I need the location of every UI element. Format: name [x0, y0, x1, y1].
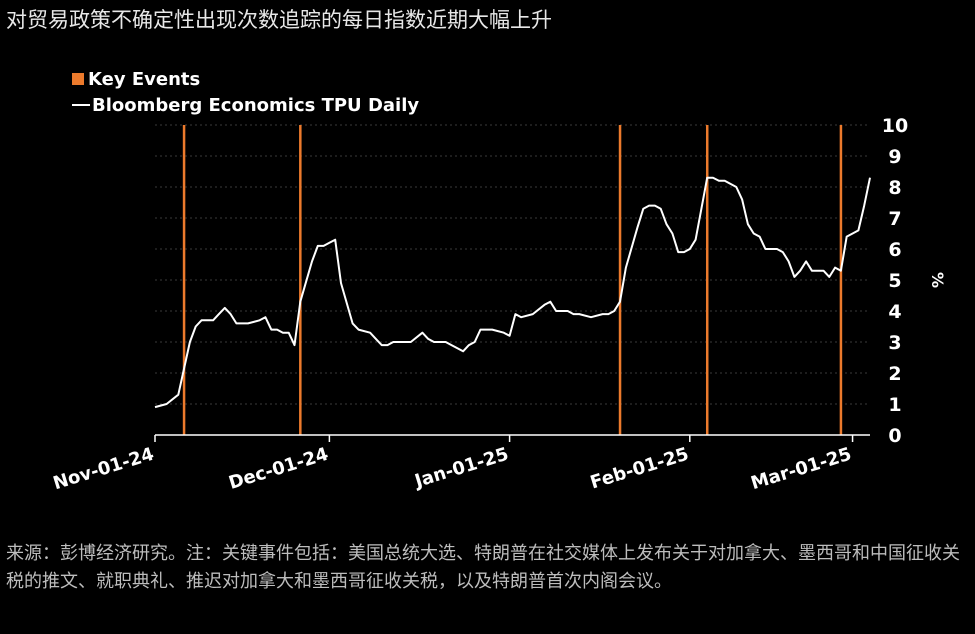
y-tick-label-2: 2 [888, 363, 901, 385]
x-tick-label-3: Jan-01-25 [411, 444, 512, 493]
x-tick-label-4: Feb-01-25 [588, 444, 691, 494]
x-tick-label-1: Nov-01-24 [51, 444, 157, 495]
y-axis-label: % [928, 272, 947, 288]
legend-item-key-events: Key Events [72, 66, 419, 92]
y-tick-label-5: 5 [888, 270, 901, 292]
legend-swatch-tpu-daily [72, 104, 90, 106]
legend-item-tpu-daily: Bloomberg Economics TPU Daily [72, 92, 419, 118]
y-axis-ticks: 0 1 2 3 4 5 6 7 8 9 10 [882, 115, 908, 447]
gridlines [155, 124, 870, 405]
legend-swatch-key-events [72, 73, 84, 85]
legend: Key Events Bloomberg Economics TPU Daily [72, 66, 419, 118]
y-tick-label-3: 3 [888, 332, 901, 354]
chart-title: 对贸易政策不确定性出现次数追踪的每日指数近期大幅上升 [6, 8, 552, 32]
y-tick-label-7: 7 [888, 208, 901, 230]
x-tick-label-2: Dec-01-24 [226, 444, 331, 494]
x-axis-ticks: Nov-01-24 Dec-01-24 Jan-01-25 Feb-01-25 Mar-… [51, 435, 854, 494]
y-tick-label-10: 10 [882, 115, 908, 137]
source-note: 来源：彭博经济研究。注：关键事件包括：美国总统大选、特朗普在社交媒体上发布关于对… [6, 543, 960, 592]
series-line-tpu-daily [154, 176, 871, 409]
legend-label-tpu-daily: Bloomberg Economics TPU Daily [92, 94, 420, 116]
chart-canvas: 0 1 2 3 4 5 6 7 8 9 10 Nov-01-24 Dec-01-24 Jan-01-25… [51, 115, 947, 494]
y-tick-label-6: 6 [888, 239, 901, 261]
y-tick-label-9: 9 [888, 146, 901, 168]
y-tick-label-4: 4 [888, 301, 901, 323]
y-tick-label-8: 8 [888, 177, 901, 199]
x-tick-label-5: Mar-01-25 [748, 444, 854, 494]
y-tick-label-1: 1 [888, 394, 901, 416]
y-tick-label-0: 0 [888, 425, 901, 447]
key-event-lines [182, 125, 843, 435]
legend-label-key-events: Key Events [88, 68, 201, 90]
